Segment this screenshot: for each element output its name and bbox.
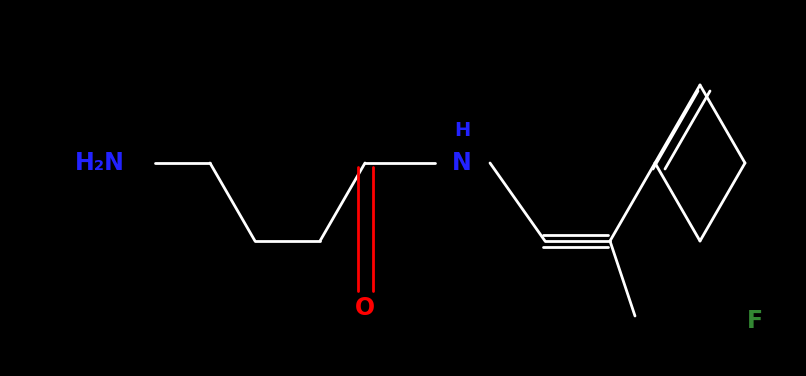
Text: O: O bbox=[355, 296, 375, 320]
Text: N: N bbox=[452, 151, 472, 175]
Text: H₂N: H₂N bbox=[75, 151, 125, 175]
Text: H: H bbox=[454, 121, 470, 141]
Text: F: F bbox=[747, 309, 763, 333]
